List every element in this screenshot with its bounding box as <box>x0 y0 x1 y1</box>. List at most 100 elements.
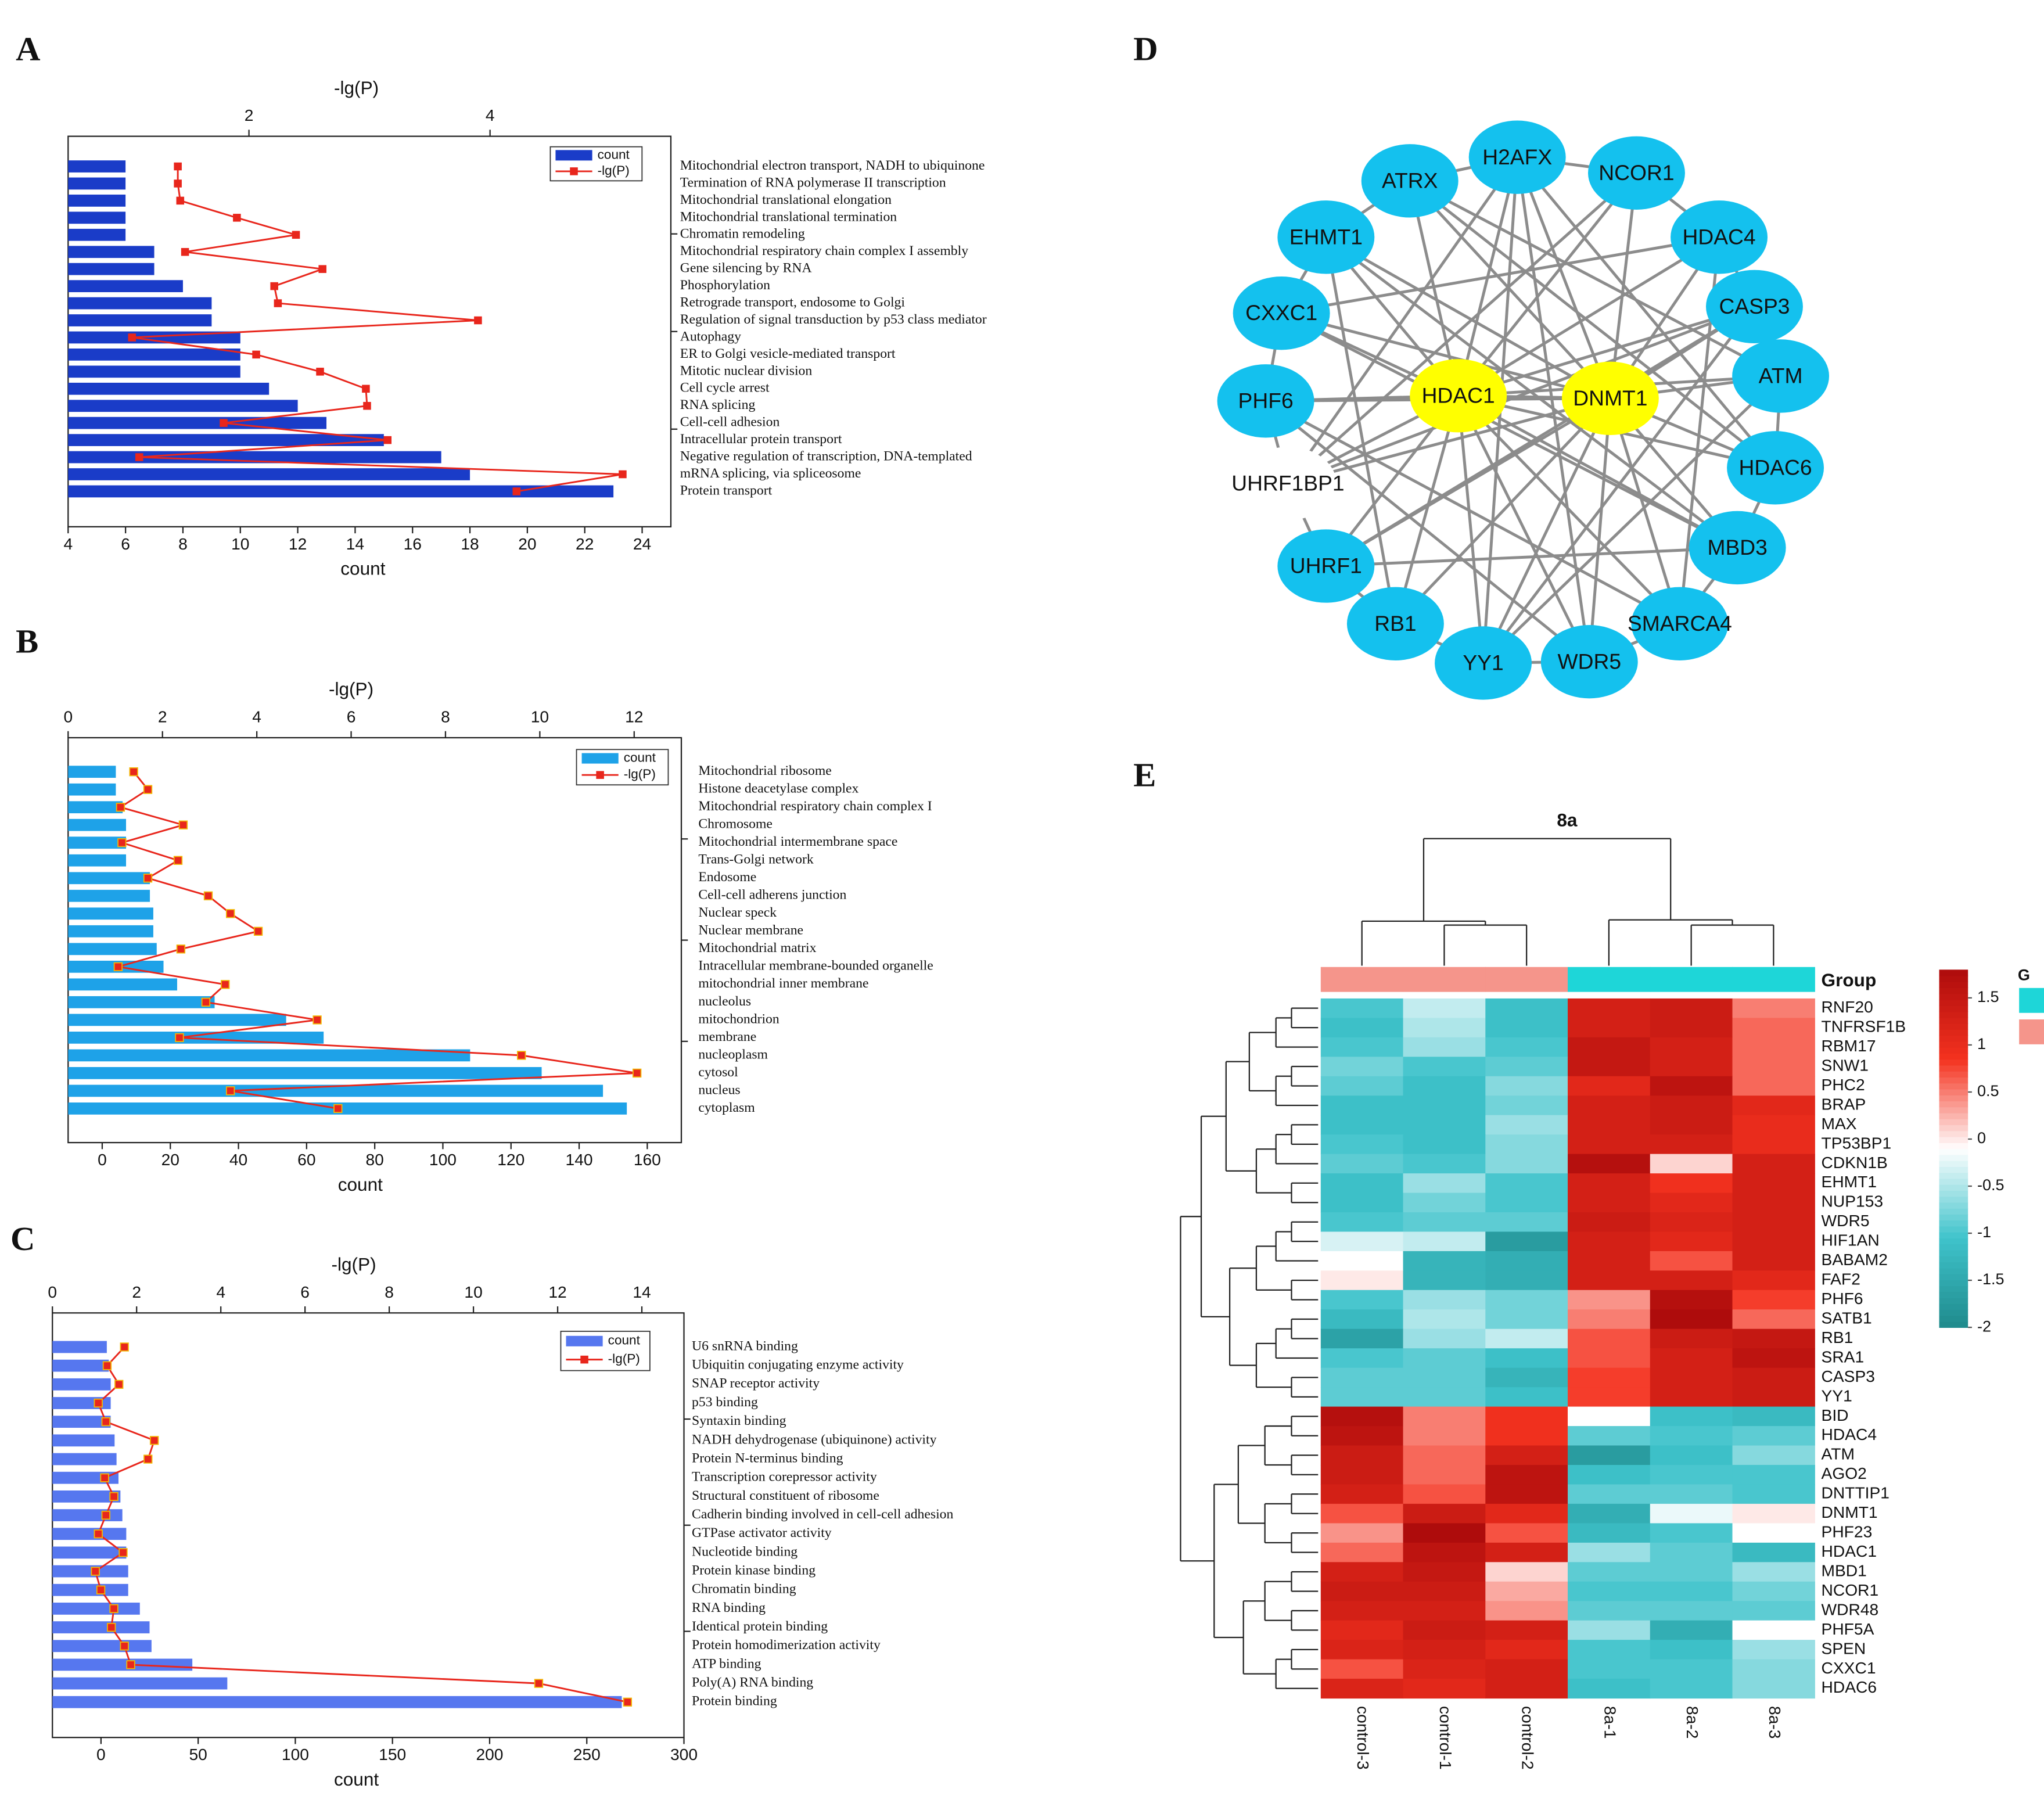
x2-tick-label: 10 <box>464 1283 482 1301</box>
heatmap-cell <box>1732 1193 1815 1213</box>
heatmap-cell <box>1732 998 1815 1019</box>
heatmap-cell <box>1732 1154 1815 1174</box>
heatmap-cell <box>1732 1367 1815 1388</box>
heatmap-cell <box>1485 1251 1568 1272</box>
heatmap-cell <box>1732 1445 1815 1466</box>
x-tick-label: 120 <box>497 1150 525 1169</box>
row-label: SPEN <box>1822 1639 1866 1657</box>
heatmap-cell <box>1568 1076 1651 1096</box>
heatmap-cell <box>1320 1134 1404 1155</box>
node <box>1361 144 1459 218</box>
colorbar-step <box>1939 1208 1968 1215</box>
x2-tick-label: 4 <box>486 106 495 124</box>
heatmap-cell <box>1403 1251 1486 1272</box>
heatmap-cell <box>1485 1679 1568 1699</box>
x-tick-label: 100 <box>429 1150 457 1169</box>
category-label: nucleus <box>698 1082 740 1097</box>
colorbar-step <box>1939 987 1968 994</box>
node-label: UHRF1BP1 <box>1231 470 1344 495</box>
colorbar-tick-label: -1.5 <box>1977 1270 2005 1288</box>
heatmap-cell <box>1568 1659 1651 1679</box>
heatmap-cell <box>1403 1057 1486 1077</box>
heatmap-cell <box>1568 1464 1651 1485</box>
legend-label: count <box>624 750 656 765</box>
bar <box>68 854 127 867</box>
heatmap-cell <box>1320 1581 1404 1601</box>
heatmap-cell <box>1650 1057 1733 1077</box>
heatmap-cell <box>1320 1484 1404 1504</box>
bar <box>68 818 127 831</box>
row-label: PHF6 <box>1822 1289 1863 1308</box>
legend-label: -lg(P) <box>598 163 630 178</box>
row-label: PHF5A <box>1822 1619 1874 1638</box>
category-label: p53 binding <box>692 1395 758 1410</box>
bar <box>52 1378 111 1391</box>
bar <box>68 400 298 412</box>
bar <box>68 978 177 991</box>
bar <box>68 468 470 480</box>
x-tick-label: 0 <box>98 1150 107 1169</box>
heatmap-cell <box>1568 1290 1651 1310</box>
heatmap-cell <box>1320 1096 1404 1116</box>
point <box>512 487 521 495</box>
heatmap-cell <box>1485 1309 1568 1330</box>
colorbar-step <box>1939 1321 1968 1328</box>
category-label: mitochondrion <box>698 1011 779 1026</box>
x2-tick-label: 8 <box>441 707 450 726</box>
colorbar-step <box>1939 1059 1968 1066</box>
bar <box>52 1696 622 1708</box>
heatmap-cell <box>1568 1096 1651 1116</box>
heatmap-cell <box>1320 1154 1404 1174</box>
category-label: Mitochondrial translational termination <box>680 209 897 224</box>
group-cell <box>1320 967 1404 992</box>
bar <box>68 996 215 1008</box>
heatmap-cell <box>1403 1115 1486 1135</box>
row-label: HDAC4 <box>1822 1425 1877 1443</box>
heatmap-cell <box>1403 1581 1486 1601</box>
point <box>383 436 392 444</box>
bar <box>68 160 126 173</box>
category-label: Transcription corepressor activity <box>692 1470 877 1485</box>
category-label: Mitochondrial respiratory chain complex … <box>680 243 968 258</box>
legend-swatch <box>2019 1019 2044 1044</box>
heatmap-cell <box>1320 1212 1404 1233</box>
x-tick-label: 150 <box>379 1745 406 1764</box>
heatmap-cell <box>1732 1562 1815 1582</box>
point <box>116 803 125 812</box>
category-label: RNA binding <box>692 1600 766 1615</box>
heatmap-cell <box>1650 1251 1733 1272</box>
point <box>120 1342 129 1352</box>
category-label: Poly(A) RNA binding <box>692 1675 813 1690</box>
heatmap-cell <box>1732 1290 1815 1310</box>
row-label: HIF1AN <box>1822 1231 1880 1249</box>
node-label: YY1 <box>1463 651 1503 675</box>
heatmap-cell <box>1403 1387 1486 1407</box>
heatmap-cell <box>1485 1562 1568 1582</box>
edge <box>1409 179 1781 378</box>
heatmap-cell <box>1732 1212 1815 1233</box>
heatmap-cell <box>1732 1659 1815 1679</box>
heatmap-cell <box>1320 1601 1404 1621</box>
point <box>113 962 123 971</box>
colorbar-step <box>1939 1083 1968 1090</box>
heatmap-cell <box>1568 1367 1651 1388</box>
heatmap-cell <box>1485 998 1568 1019</box>
heatmap-cell <box>1650 1348 1733 1369</box>
x2-axis-title: -lg(P) <box>329 678 373 699</box>
heatmap-cell <box>1485 1601 1568 1621</box>
node-label: H2AFX <box>1482 145 1552 169</box>
point <box>175 1033 184 1043</box>
heatmap-cell <box>1403 1134 1486 1155</box>
x2-axis-title: -lg(P) <box>331 1254 376 1274</box>
x-tick-label: 22 <box>576 534 594 553</box>
node-label: HDAC1 <box>1422 383 1495 407</box>
node <box>1689 511 1786 585</box>
heatmap-cell <box>1485 1328 1568 1349</box>
x-tick-label: 60 <box>297 1150 315 1169</box>
category-label: ATP binding <box>692 1656 761 1671</box>
heatmap-cell <box>1732 1270 1815 1291</box>
category-label: Mitochondrial electron transport, NADH t… <box>680 158 985 173</box>
panel-letter: E <box>1133 756 1156 793</box>
heatmap-cell <box>1650 1212 1733 1233</box>
heatmap-cell <box>1568 1406 1651 1427</box>
